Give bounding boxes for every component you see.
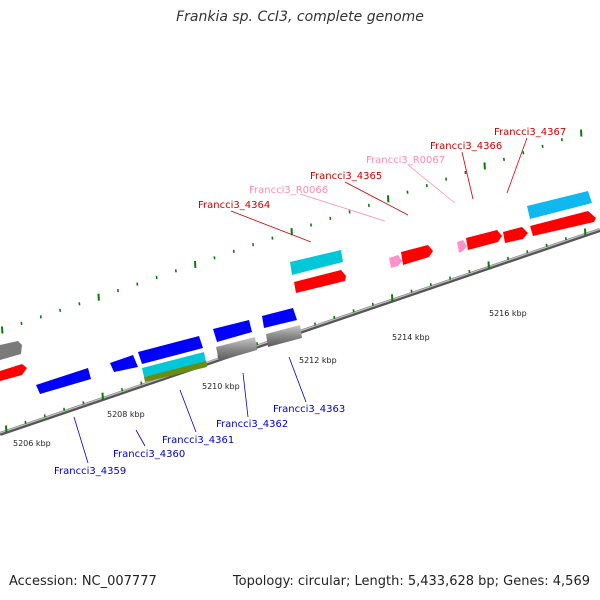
gene-gray-4362[interactable] bbox=[216, 337, 257, 361]
scale-label-5208: 5208 kbp bbox=[107, 410, 145, 419]
gene-francci3-4360[interactable] bbox=[138, 336, 203, 364]
gene-sky-upper[interactable] bbox=[527, 191, 592, 219]
accession-text: Accession: NC_007777 bbox=[9, 574, 157, 589]
gene-francci3-4367[interactable] bbox=[503, 227, 528, 243]
reverse-genes bbox=[36, 308, 302, 394]
gene-gray-4363[interactable] bbox=[266, 325, 302, 347]
gene-pink-r0066[interactable] bbox=[389, 255, 402, 268]
top-gene-labels: Francci3_4364 Francci3_R0066 Francci3_43… bbox=[198, 127, 566, 211]
label-francci3-r0066[interactable]: Francci3_R0066 bbox=[249, 185, 328, 196]
scale-label-5214: 5214 kbp bbox=[392, 333, 430, 342]
gene-francci3-4361[interactable] bbox=[213, 320, 252, 342]
gene-red-upper[interactable] bbox=[294, 270, 346, 293]
gene-francci3-4366[interactable] bbox=[466, 230, 502, 250]
label-francci3-4366[interactable]: Francci3_4366 bbox=[430, 141, 502, 152]
label-francci3-4364[interactable]: Francci3_4364 bbox=[198, 200, 270, 211]
label-francci3-4363[interactable]: Francci3_4363 bbox=[273, 404, 345, 415]
bottom-gene-labels: Francci3_4359 Francci3_4360 Francci3_436… bbox=[54, 404, 345, 477]
gene-cyan-upper[interactable] bbox=[290, 250, 343, 275]
gene-cyan-lower[interactable] bbox=[142, 352, 206, 377]
gene-francci3-4359[interactable] bbox=[36, 368, 91, 394]
label-francci3-4359[interactable]: Francci3_4359 bbox=[54, 466, 126, 477]
genome-title: Frankia sp. CcI3, complete genome bbox=[176, 9, 424, 25]
gene-francci3-4362[interactable] bbox=[262, 308, 297, 328]
gene-red-edge[interactable] bbox=[0, 364, 27, 381]
scale-label-5212: 5212 kbp bbox=[299, 356, 337, 365]
gene-pink-r0067[interactable] bbox=[457, 240, 467, 253]
scale-label-5206: 5206 kbp bbox=[13, 439, 51, 448]
scale-labels: 5206 kbp 5208 kbp 5210 kbp 5212 kbp 5214… bbox=[13, 309, 527, 448]
label-francci3-4360[interactable]: Francci3_4360 bbox=[113, 449, 185, 460]
gene-gray-edge-upper[interactable] bbox=[0, 341, 22, 360]
label-francci3-4362[interactable]: Francci3_4362 bbox=[216, 419, 288, 430]
label-francci3-4361[interactable]: Francci3_4361 bbox=[162, 435, 234, 446]
label-francci3-4367[interactable]: Francci3_4367 bbox=[494, 127, 566, 138]
label-francci3-r0067[interactable]: Francci3_R0067 bbox=[366, 155, 445, 166]
label-francci3-4365[interactable]: Francci3_4365 bbox=[310, 171, 382, 182]
scale-label-5216: 5216 kbp bbox=[489, 309, 527, 318]
gene-francci3-4365[interactable] bbox=[401, 245, 433, 265]
gene-olive-lower[interactable] bbox=[144, 361, 207, 382]
upper-tick-row bbox=[1, 129, 583, 334]
topology-text: Topology: circular; Length: 5,433,628 bp… bbox=[232, 574, 590, 589]
leader-lines bbox=[73, 137, 528, 464]
scale-label-5210: 5210 kbp bbox=[202, 382, 240, 391]
forward-genes bbox=[0, 191, 596, 381]
gene-red-right[interactable] bbox=[530, 211, 596, 236]
gene-blue-small[interactable] bbox=[110, 355, 138, 372]
